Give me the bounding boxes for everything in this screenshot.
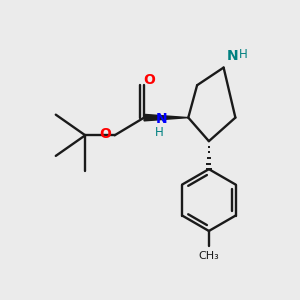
Text: N: N: [156, 112, 168, 126]
Text: H: H: [155, 126, 164, 139]
Text: N: N: [227, 49, 239, 63]
Text: CH₃: CH₃: [199, 251, 219, 261]
Text: O: O: [143, 73, 155, 87]
Text: H: H: [239, 48, 248, 61]
Polygon shape: [144, 114, 188, 121]
Text: O: O: [99, 127, 111, 141]
